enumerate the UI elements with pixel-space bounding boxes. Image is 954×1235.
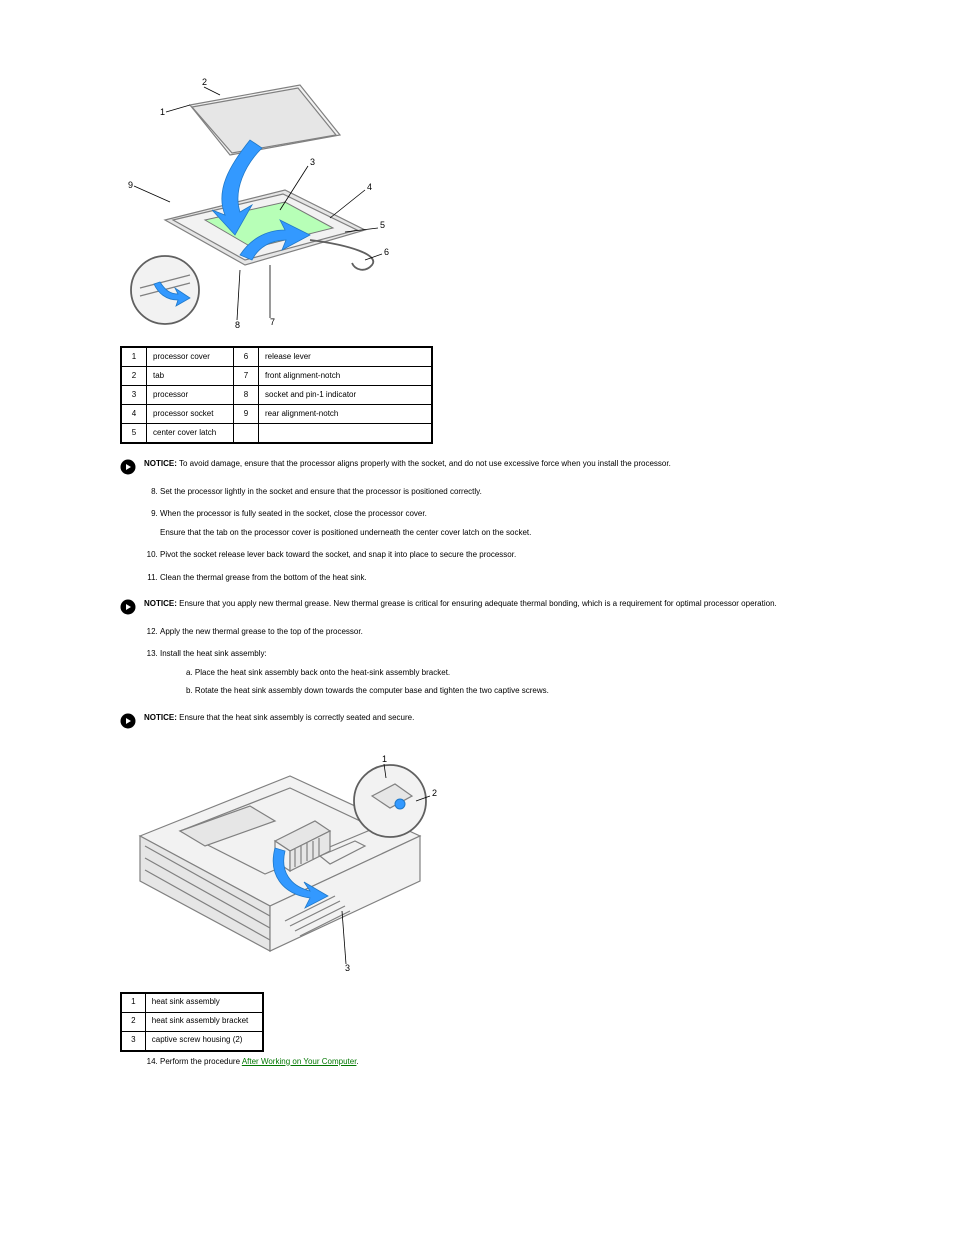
step-item: Apply the new thermal grease to the top …	[160, 626, 894, 638]
t1-r3-c1: processor socket	[147, 405, 234, 424]
notice-row-1: NOTICE: To avoid damage, ensure that the…	[120, 458, 894, 480]
figure-heatsink-install: 1 2 3	[120, 746, 440, 986]
substep-item: b. Rotate the heat sink assembly down to…	[186, 685, 894, 697]
notice-icon	[120, 598, 136, 620]
t1-r4-c2	[234, 424, 259, 444]
notice-row-2: NOTICE: Ensure that you apply new therma…	[120, 598, 894, 620]
fig2-callout-1: 1	[382, 754, 387, 764]
t2-r0-c1: heat sink assembly	[145, 993, 263, 1013]
t1-r2-c3: socket and pin-1 indicator	[259, 386, 433, 405]
notice-label: NOTICE:	[144, 599, 177, 608]
fig1-callout-2: 2	[202, 77, 207, 87]
notice-row-3: NOTICE: Ensure that the heat sink assemb…	[120, 712, 894, 734]
t1-r3-c0: 4	[121, 405, 147, 424]
notice-body: Ensure that the heat sink assembly is co…	[177, 713, 414, 722]
t1-r1-c1: tab	[147, 367, 234, 386]
fig1-callout-4: 4	[367, 182, 372, 192]
step-list-c: Perform the procedure After Working on Y…	[120, 1056, 894, 1068]
fig1-callout-5: 5	[380, 220, 385, 230]
notice-text: NOTICE: To avoid damage, ensure that the…	[144, 458, 671, 470]
t1-r0-c0: 1	[121, 347, 147, 367]
t1-r4-c1: center cover latch	[147, 424, 234, 444]
step-item: When the processor is fully seated in th…	[160, 508, 894, 539]
step-item: Pivot the socket release lever back towa…	[160, 549, 894, 561]
step-item: Set the processor lightly in the socket …	[160, 486, 894, 498]
step-item: Perform the procedure After Working on Y…	[160, 1056, 894, 1068]
table-row: 2 tab 7 front alignment-notch	[121, 367, 432, 386]
t1-r3-c2: 9	[234, 405, 259, 424]
notice-label: NOTICE:	[144, 459, 177, 468]
parts-table-2: 1 heat sink assembly 2 heat sink assembl…	[120, 992, 264, 1052]
fig1-callout-8: 8	[235, 320, 240, 330]
table-row: 1 processor cover 6 release lever	[121, 347, 432, 367]
table-row: 1 heat sink assembly	[121, 993, 263, 1013]
figure-processor-socket: 1 2 3 4 5 6 7 8 9	[120, 70, 400, 340]
t1-r0-c2: 6	[234, 347, 259, 367]
table-row: 5 center cover latch	[121, 424, 432, 444]
fig1-callout-6: 6	[384, 247, 389, 257]
substep-item: a. Place the heat sink assembly back ont…	[186, 667, 894, 679]
document-page: 1 2 3 4 5 6 7 8 9 1 processor cover 6 re…	[0, 0, 954, 1235]
fig1-callout-1: 1	[160, 107, 165, 117]
t2-r0-c0: 1	[121, 993, 145, 1013]
t2-r1-c1: heat sink assembly bracket	[145, 1012, 263, 1031]
t2-r2-c1: captive screw housing (2)	[145, 1031, 263, 1051]
table-row: 4 processor socket 9 rear alignment-notc…	[121, 405, 432, 424]
step-text: Perform the procedure	[160, 1057, 242, 1066]
t1-r1-c0: 2	[121, 367, 147, 386]
t2-r2-c0: 3	[121, 1031, 145, 1051]
notice-icon	[120, 712, 136, 734]
fig1-callout-7: 7	[270, 317, 275, 327]
parts-table-1: 1 processor cover 6 release lever 2 tab …	[120, 346, 433, 444]
notice-body: Ensure that you apply new thermal grease…	[177, 599, 777, 608]
t1-r1-c2: 7	[234, 367, 259, 386]
notice-icon	[120, 458, 136, 480]
fig2-callout-2: 2	[432, 788, 437, 798]
fig1-callout-9: 9	[128, 180, 133, 190]
notice-body: To avoid damage, ensure that the process…	[177, 459, 671, 468]
step-list-b: Apply the new thermal grease to the top …	[120, 626, 894, 698]
notice-text: NOTICE: Ensure that you apply new therma…	[144, 598, 777, 610]
step-item: Install the heat sink assembly:a. Place …	[160, 648, 894, 697]
xref-link[interactable]: After Working on Your Computer	[242, 1057, 357, 1066]
fig1-callout-3: 3	[310, 157, 315, 167]
table-row: 2 heat sink assembly bracket	[121, 1012, 263, 1031]
step-note: Ensure that the tab on the processor cov…	[160, 527, 894, 539]
notice-text: NOTICE: Ensure that the heat sink assemb…	[144, 712, 414, 724]
t1-r2-c1: processor	[147, 386, 234, 405]
step-text: .	[356, 1057, 358, 1066]
t1-r0-c1: processor cover	[147, 347, 234, 367]
notice-label: NOTICE:	[144, 713, 177, 722]
t1-r4-c3	[259, 424, 433, 444]
step-list-a: Set the processor lightly in the socket …	[120, 486, 894, 584]
t1-r3-c3: rear alignment-notch	[259, 405, 433, 424]
t1-r4-c0: 5	[121, 424, 147, 444]
t2-r1-c0: 2	[121, 1012, 145, 1031]
fig2-callout-3: 3	[345, 963, 350, 973]
t1-r2-c2: 8	[234, 386, 259, 405]
table-row: 3 processor 8 socket and pin-1 indicator	[121, 386, 432, 405]
t1-r0-c3: release lever	[259, 347, 433, 367]
t1-r1-c3: front alignment-notch	[259, 367, 433, 386]
table-row: 3 captive screw housing (2)	[121, 1031, 263, 1051]
t1-r2-c0: 3	[121, 386, 147, 405]
step-item: Clean the thermal grease from the bottom…	[160, 572, 894, 584]
